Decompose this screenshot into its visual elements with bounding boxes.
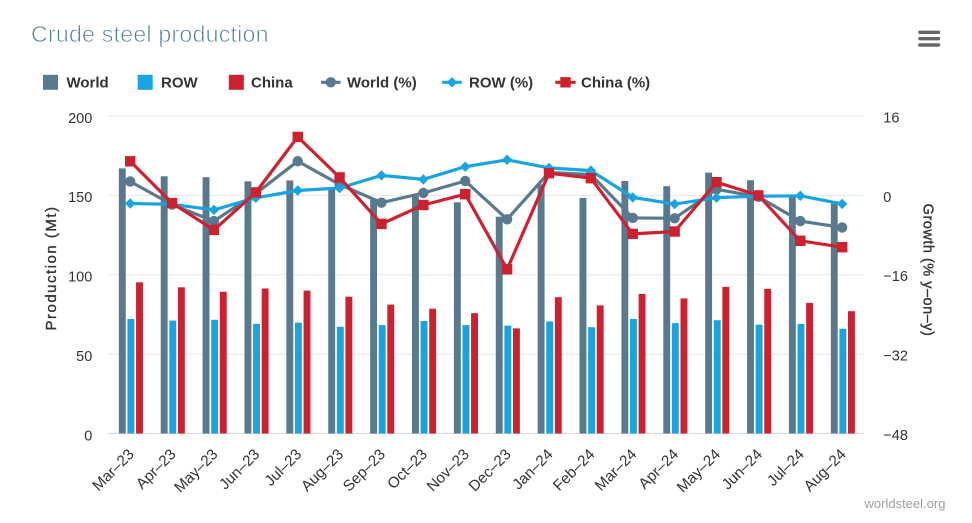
svg-text:Growth (% y–on–y): Growth (% y–on–y): [919, 204, 935, 337]
svg-text:worldsteel.org: worldsteel.org: [864, 496, 946, 511]
svg-text:200: 200: [68, 111, 92, 127]
svg-text:150: 150: [68, 190, 92, 206]
svg-text:Crude steel production: Crude steel production: [31, 21, 269, 47]
svg-text:16: 16: [883, 110, 899, 126]
svg-text:ROW (%): ROW (%): [469, 75, 533, 92]
svg-text:−16: −16: [883, 269, 908, 285]
svg-text:ROW: ROW: [161, 75, 199, 92]
svg-text:China: China: [251, 75, 293, 92]
svg-text:Production (Mt): Production (Mt): [43, 205, 60, 330]
svg-text:−48: −48: [883, 428, 908, 444]
svg-text:100: 100: [68, 270, 92, 286]
svg-text:0: 0: [84, 428, 92, 444]
svg-text:World (%): World (%): [347, 75, 417, 92]
svg-text:−32: −32: [883, 349, 908, 365]
svg-text:World: World: [67, 75, 109, 92]
svg-text:50: 50: [76, 349, 92, 365]
svg-text:China (%): China (%): [581, 75, 650, 92]
svg-text:0: 0: [883, 190, 891, 206]
